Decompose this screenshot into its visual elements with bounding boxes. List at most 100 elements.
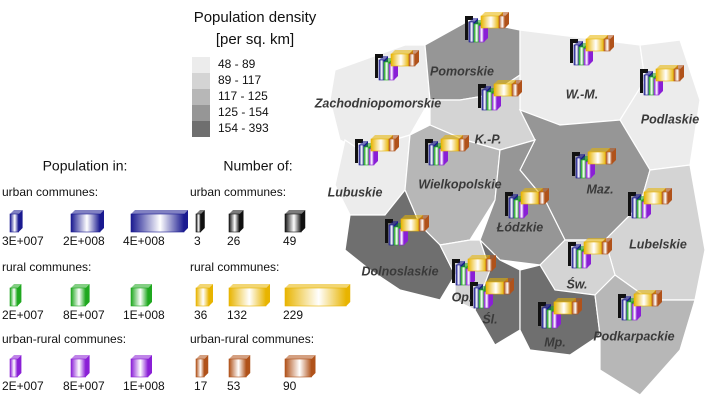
population-legend-bar xyxy=(70,213,101,233)
count-legend-bar-top xyxy=(229,355,251,359)
icon-count-urban-rural-side xyxy=(395,135,399,151)
count-legend-bar-side xyxy=(266,284,270,306)
density-label: 48 - 89 xyxy=(218,57,256,71)
icon-rural xyxy=(648,76,655,96)
icon-flag-top xyxy=(538,302,546,306)
icon-count-urban-rural-side xyxy=(578,298,582,314)
population-legend-bar-side xyxy=(18,210,23,232)
region-label: Dolnoslaskie xyxy=(361,264,438,278)
count-legend-label: 17 xyxy=(194,379,208,393)
icon-count-urban-rural xyxy=(571,301,579,315)
population-legend-label: 2E+007 xyxy=(2,308,44,322)
icon-count-urban-rural-top xyxy=(652,290,662,294)
icon-flag xyxy=(375,54,378,78)
icon-count-rural-top xyxy=(468,255,490,259)
icon-urban-rural xyxy=(583,48,590,66)
icon-flag xyxy=(355,139,358,163)
icon-urban xyxy=(621,299,628,321)
population-legend-bar-side xyxy=(17,355,22,377)
icon-flag-top xyxy=(465,16,473,20)
icon-count-rural xyxy=(467,258,487,272)
icon-urban xyxy=(575,157,582,179)
population-legend-bar-side xyxy=(100,210,104,232)
count-legend-label: 90 xyxy=(283,379,297,393)
icon-rural xyxy=(363,146,370,166)
icon-rural xyxy=(383,61,390,81)
icon-urban xyxy=(481,89,488,111)
count-legend-bar-top xyxy=(229,284,270,288)
population-legend-label: 1E+008 xyxy=(123,379,165,393)
region-label: Łódzkie xyxy=(496,220,544,234)
icon-urban xyxy=(455,264,462,286)
icon-rural xyxy=(486,91,493,111)
icon-urban xyxy=(631,197,638,219)
icon-count-urban-rural-side xyxy=(492,255,496,271)
population-legend-bar xyxy=(130,358,149,378)
icon-count-urban-rural xyxy=(458,138,466,152)
region-label: Lubuskie xyxy=(328,185,383,199)
icon-count-rural-top xyxy=(584,238,606,242)
count-legend-bar-top xyxy=(196,284,213,288)
count-legend-bar-side xyxy=(239,210,244,232)
icon-urban-top xyxy=(389,221,398,225)
icon-flag-top xyxy=(505,192,513,196)
count-legend-title: Number of: xyxy=(223,158,292,174)
icon-count-urban-rural xyxy=(605,151,613,165)
density-swatch xyxy=(192,105,210,121)
density-label: 125 - 154 xyxy=(218,105,269,119)
icon-count-rural-top xyxy=(401,215,423,219)
count-legend-bar-top xyxy=(196,355,209,359)
population-legend-bar-top xyxy=(71,284,90,288)
icon-count-urban-rural-top xyxy=(602,238,612,242)
region-label: Św. xyxy=(566,276,587,291)
population-legend-bar xyxy=(130,287,149,307)
population-legend-bar xyxy=(9,287,18,307)
population-legend-label: 3E+007 xyxy=(2,234,44,248)
region-label: Śl. xyxy=(482,311,497,326)
icon-urban xyxy=(388,224,395,246)
icon-count-urban-rural xyxy=(498,15,506,29)
population-legend-bar-top xyxy=(71,210,104,214)
population-group-label: rural communes: xyxy=(2,260,91,274)
count-legend-bar-top xyxy=(285,284,351,288)
icon-rural xyxy=(478,289,485,309)
density-label: 89 - 117 xyxy=(218,73,261,87)
icon-count-rural-top xyxy=(554,298,576,302)
icon-urban-rural xyxy=(388,63,395,81)
icon-urban xyxy=(573,44,580,66)
icon-flag xyxy=(568,242,571,266)
icon-urban xyxy=(508,197,515,219)
icon-urban xyxy=(473,287,480,309)
icon-urban-top xyxy=(359,141,368,145)
icon-urban-top xyxy=(509,194,518,198)
icon-urban-top xyxy=(469,18,478,22)
population-legend-bar xyxy=(9,213,19,233)
icon-flag xyxy=(570,39,573,63)
icon-count-urban-rural xyxy=(601,241,609,255)
density-swatch xyxy=(192,121,210,137)
count-legend-bar xyxy=(228,287,267,307)
icon-count-rural-top xyxy=(481,12,503,16)
icon-count-rural-top xyxy=(441,135,463,139)
density-swatch xyxy=(192,89,210,105)
count-legend-bar-side xyxy=(200,210,205,232)
icon-count-rural-top xyxy=(486,278,508,282)
icon-flag-top xyxy=(628,192,636,196)
population-legend-title: Population in: xyxy=(43,158,128,174)
icon-urban-top xyxy=(574,41,583,45)
region-label: Podlaskie xyxy=(641,112,699,126)
icon-urban-rural xyxy=(483,291,490,309)
icon-flag-top xyxy=(470,282,478,286)
icon-count-urban-rural-side xyxy=(608,238,612,254)
population-legend-bar-side xyxy=(85,355,90,377)
icon-count-urban-rural-top xyxy=(539,188,549,192)
icon-count-urban-rural-top xyxy=(499,12,509,16)
icon-urban-rural xyxy=(585,161,592,179)
icon-count-rural-top xyxy=(644,188,666,192)
icon-count-urban-rural-side xyxy=(680,65,684,81)
icon-count-rural xyxy=(585,38,605,52)
icon-rural xyxy=(636,199,643,219)
icon-count-rural xyxy=(520,191,540,205)
icon-count-urban-rural-side xyxy=(505,12,509,28)
icon-count-urban-rural-side xyxy=(658,290,662,306)
